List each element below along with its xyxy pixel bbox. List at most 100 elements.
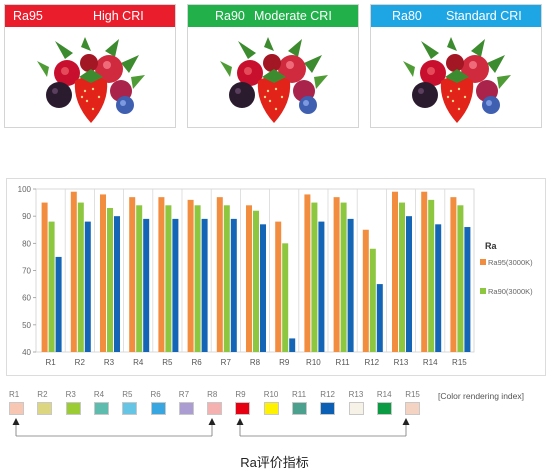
x-tick-label: R13 [394, 358, 409, 367]
bar [246, 205, 252, 352]
x-tick-label: R8 [250, 358, 261, 367]
color-index-label: [Color rendering index] [438, 391, 524, 401]
bar [230, 218, 237, 352]
y-tick-label: 40 [22, 348, 31, 357]
swatch-label: R15 [405, 390, 420, 399]
bar [282, 243, 289, 352]
card-grade: Ra80 [392, 9, 422, 23]
swatch-label: R14 [376, 390, 392, 399]
bar [48, 221, 55, 352]
card-header: Ra95 High CRI [5, 5, 175, 27]
color-swatch [122, 402, 138, 415]
swatch-label: R4 [93, 390, 105, 399]
x-tick-label: R3 [104, 358, 115, 367]
x-tick-label: R12 [364, 358, 379, 367]
cri-bar-chart: 40 50 60 70 80 90 100 R1 R2 R3 R4 R5 R6 R7 R8 R9 R10 R11 R… [6, 178, 546, 376]
color-swatch [292, 402, 307, 415]
bar [187, 199, 194, 352]
x-tick-label: R2 [75, 358, 86, 367]
swatch-label: R6 [150, 390, 161, 399]
card-desc: High CRI [93, 9, 144, 23]
berries-image [403, 37, 511, 123]
bar [55, 256, 62, 352]
bar [70, 191, 77, 352]
bar [318, 221, 325, 352]
arrow-up-icon [402, 418, 410, 425]
color-swatch [9, 402, 24, 415]
color-swatch [320, 402, 336, 415]
bar [399, 202, 405, 352]
y-tick-label: 60 [22, 294, 31, 303]
bar [84, 221, 91, 352]
bar [406, 216, 412, 352]
bar [457, 205, 464, 352]
berries-icon [403, 37, 511, 123]
card-grade: Ra95 [13, 9, 43, 23]
bar [304, 194, 311, 352]
swatch-label: R10 [263, 390, 279, 399]
arrow-up-icon [12, 418, 20, 425]
card-ra90: Ra90 Moderate CRI [187, 4, 359, 128]
berries-icon [220, 37, 328, 123]
bar [289, 338, 296, 352]
card-header: Ra80 Standard CRI [371, 5, 541, 27]
color-swatch [178, 402, 194, 415]
legend-label: Ra90(3000K) [488, 287, 533, 296]
color-swatch [348, 402, 364, 415]
x-tick-label: R5 [162, 358, 173, 367]
berries-icon [37, 37, 145, 123]
color-swatch [405, 402, 421, 415]
bar [143, 218, 150, 352]
x-tick-label: R10 [306, 358, 321, 367]
swatch-label: R2 [37, 390, 48, 399]
arrow-up-icon [236, 418, 244, 425]
bar [223, 205, 230, 352]
swatch-label: R3 [65, 390, 76, 399]
card-desc: Standard CRI [446, 9, 522, 23]
bar [165, 205, 172, 352]
bar [347, 218, 354, 352]
berries-image [37, 37, 145, 123]
swatch-label: R13 [348, 390, 364, 399]
bar [216, 197, 223, 352]
berries-image [220, 37, 328, 123]
bar [107, 208, 113, 352]
x-tick-label: R4 [133, 358, 144, 367]
x-tick-label: R11 [336, 358, 351, 367]
bar [201, 218, 208, 352]
y-tick-label: 50 [22, 321, 31, 330]
color-swatch [376, 402, 392, 415]
arrow-up-icon [208, 418, 216, 425]
color-swatch [235, 402, 251, 415]
card-grade: Ra90 [215, 9, 245, 23]
bar [77, 202, 84, 352]
y-tick-label: 70 [22, 267, 31, 276]
x-tick-label: R7 [221, 358, 232, 367]
y-tick-label: 100 [18, 185, 32, 194]
x-tick-label: R15 [452, 358, 467, 367]
bar [129, 197, 136, 352]
index-brackets [12, 418, 410, 437]
color-swatch [37, 402, 53, 415]
color-swatch [207, 402, 223, 415]
card-ra95: Ra95 High CRI [4, 4, 176, 128]
legend-label: Ra95(3000K) [488, 258, 533, 267]
card-header: Ra90 Moderate CRI [188, 5, 358, 27]
x-tick-label: R9 [279, 358, 290, 367]
swatch-label: R11 [292, 390, 307, 399]
bar [450, 197, 457, 352]
bar [41, 202, 48, 352]
bar [311, 202, 318, 352]
legend-swatch [480, 288, 486, 294]
bar [333, 197, 340, 352]
x-tick-label: R6 [191, 358, 202, 367]
bar [253, 210, 259, 352]
bar [158, 197, 165, 352]
swatch-label: R7 [178, 390, 190, 399]
legend-swatch [480, 259, 486, 265]
y-tick-label: 80 [22, 239, 31, 248]
bar [260, 224, 266, 352]
card-desc: Moderate CRI [254, 9, 332, 23]
swatch-label: R12 [320, 390, 335, 399]
bar [464, 227, 471, 352]
